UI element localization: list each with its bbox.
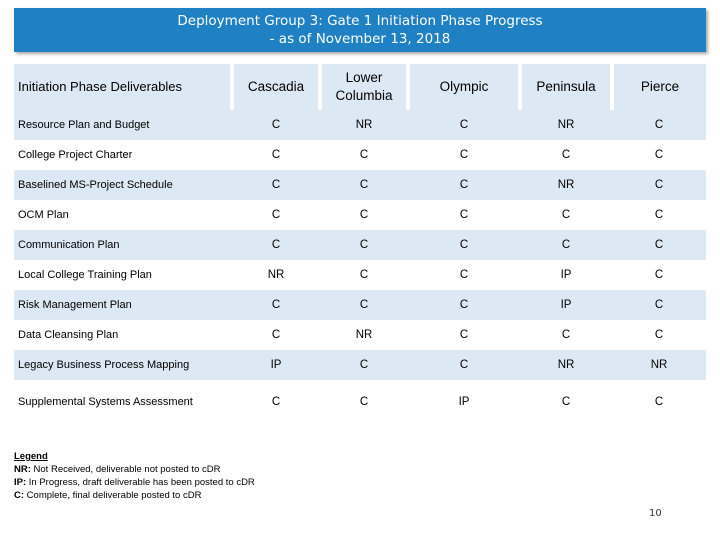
table-row: Baselined MS-Project Schedule C C C NR C (14, 170, 706, 200)
table-row: Local College Training Plan NR C C IP C (14, 260, 706, 290)
table-row: Resource Plan and Budget C NR C NR C (14, 110, 706, 140)
status-cell: C (408, 140, 520, 170)
status-cell: C (612, 290, 706, 320)
status-cell: C (408, 170, 520, 200)
title-line-2: - as of November 13, 2018 (269, 31, 451, 47)
header-lower-columbia: Lower Columbia (320, 64, 410, 110)
legend: Legend NR: Not Received, deliverable not… (14, 450, 255, 502)
status-cell: C (232, 200, 320, 230)
status-cell: C (320, 380, 408, 424)
status-cell: NR (612, 350, 706, 380)
status-cell: C (320, 170, 408, 200)
status-cell: C (232, 110, 320, 140)
status-cell: C (612, 140, 706, 170)
status-cell: C (320, 260, 408, 290)
deliverable-name: College Project Charter (14, 140, 232, 170)
status-cell: NR (520, 170, 612, 200)
status-cell: C (612, 380, 706, 424)
status-cell: C (520, 140, 612, 170)
legend-key: IP: (14, 477, 27, 488)
deliverable-name: Supplemental Systems Assessment (14, 380, 232, 424)
legend-key: NR: (14, 464, 31, 475)
deliverable-name: Resource Plan and Budget (14, 110, 232, 140)
status-cell: C (232, 170, 320, 200)
status-cell: C (612, 320, 706, 350)
header-peninsula: Peninsula (520, 64, 614, 110)
status-cell: C (408, 260, 520, 290)
status-cell: C (520, 380, 612, 424)
status-cell: C (232, 320, 320, 350)
status-cell: IP (520, 260, 612, 290)
status-cell: C (520, 230, 612, 260)
deliverable-name: Legacy Business Process Mapping (14, 350, 232, 380)
legend-text: Not Received, deliverable not posted to … (30, 464, 221, 475)
table-header-row: Initiation Phase Deliverables Cascadia L… (14, 64, 706, 110)
status-cell: NR (520, 110, 612, 140)
legend-text: Complete, final deliverable posted to cD… (24, 490, 202, 501)
table-row: Communication Plan C C C C C (14, 230, 706, 260)
deliverable-name: Local College Training Plan (14, 260, 232, 290)
status-cell: NR (320, 110, 408, 140)
legend-item-ip: IP: In Progress, draft deliverable has b… (14, 476, 255, 489)
table-row: College Project Charter C C C C C (14, 140, 706, 170)
legend-title: Legend (14, 451, 48, 462)
deliverable-name: Data Cleansing Plan (14, 320, 232, 350)
status-cell: C (408, 200, 520, 230)
deliverables-table: Initiation Phase Deliverables Cascadia L… (14, 64, 708, 424)
status-cell: C (320, 350, 408, 380)
status-cell: C (612, 170, 706, 200)
table-row: Legacy Business Process Mapping IP C C N… (14, 350, 706, 380)
header-cascadia: Cascadia (232, 64, 322, 110)
deliverable-name: OCM Plan (14, 200, 232, 230)
status-cell: C (232, 230, 320, 260)
header-olympic: Olympic (408, 64, 522, 110)
legend-key: C: (14, 490, 25, 501)
legend-item-nr: NR: Not Received, deliverable not posted… (14, 463, 255, 476)
status-cell: C (232, 290, 320, 320)
legend-item-c: C: Complete, final deliverable posted to… (14, 489, 255, 502)
status-cell: C (408, 230, 520, 260)
status-cell: C (612, 260, 706, 290)
deliverable-name: Risk Management Plan (14, 290, 232, 320)
status-cell: C (408, 110, 520, 140)
status-cell: IP (232, 350, 320, 380)
deliverable-name: Baselined MS-Project Schedule (14, 170, 232, 200)
status-cell: IP (520, 290, 612, 320)
status-cell: C (408, 290, 520, 320)
status-cell: C (612, 230, 706, 260)
status-cell: C (232, 380, 320, 424)
header-pierce: Pierce (612, 64, 706, 110)
table-row: Data Cleansing Plan C NR C C C (14, 320, 706, 350)
header-deliverables: Initiation Phase Deliverables (14, 64, 234, 110)
status-cell: C (320, 230, 408, 260)
status-cell: C (320, 290, 408, 320)
table-row: OCM Plan C C C C C (14, 200, 706, 230)
status-cell: C (320, 200, 408, 230)
status-cell: IP (408, 380, 520, 424)
status-cell: C (408, 350, 520, 380)
status-cell: C (612, 200, 706, 230)
deliverable-name: Communication Plan (14, 230, 232, 260)
status-cell: C (320, 140, 408, 170)
status-cell: C (612, 110, 706, 140)
status-cell: C (408, 320, 520, 350)
page-number: 10 (649, 508, 662, 519)
title-banner: Deployment Group 3: Gate 1 Initiation Ph… (14, 8, 706, 52)
table-row: Risk Management Plan C C C IP C (14, 290, 706, 320)
status-cell: NR (320, 320, 408, 350)
table-row: Supplemental Systems Assessment C C IP C… (14, 380, 706, 424)
status-cell: NR (232, 260, 320, 290)
title-line-1: Deployment Group 3: Gate 1 Initiation Ph… (177, 13, 543, 29)
status-cell: NR (520, 350, 612, 380)
status-cell: C (520, 320, 612, 350)
status-cell: C (520, 200, 612, 230)
status-cell: C (232, 140, 320, 170)
legend-text: In Progress, draft deliverable has been … (26, 477, 255, 488)
